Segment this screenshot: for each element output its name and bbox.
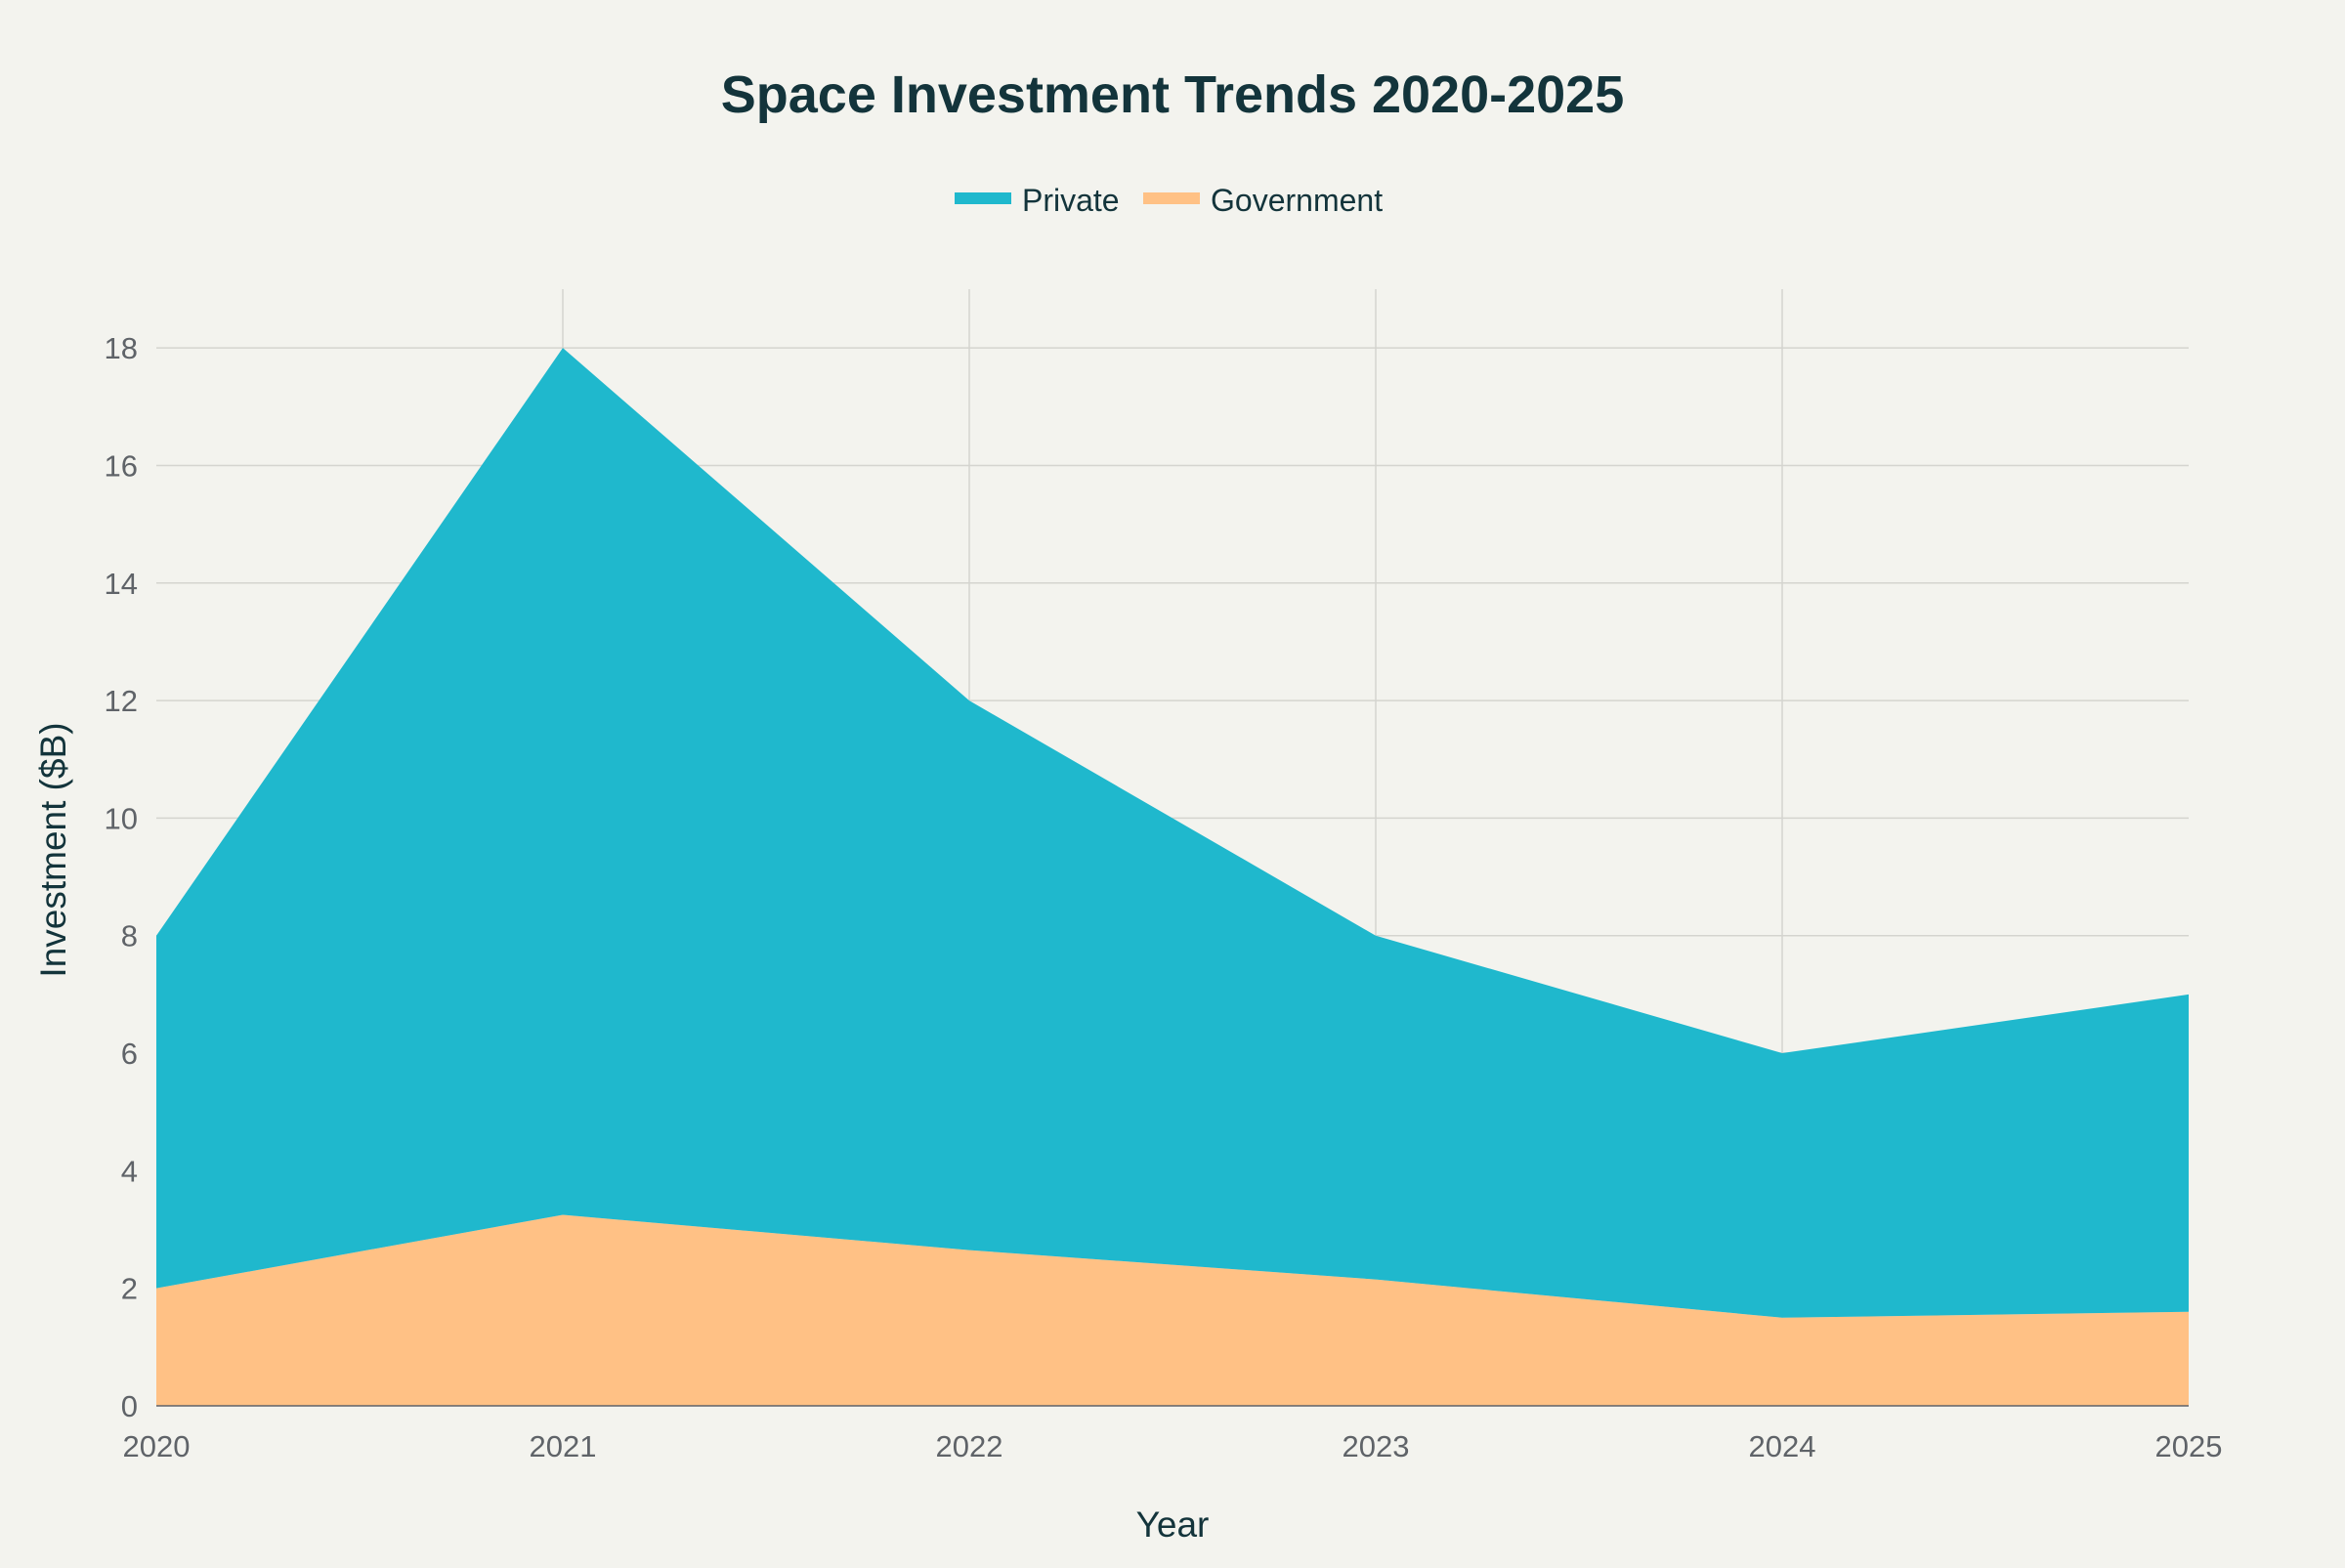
y-tick-label: 2 [121, 1272, 138, 1306]
y-tick-label: 18 [105, 331, 138, 365]
area-private[interactable] [156, 348, 2189, 1318]
axes: 0 2 4 6 8 10 12 14 16 18 2020 2021 2022 2023 2024 2025 [105, 331, 2223, 1463]
x-axis-title: Year [1136, 1504, 1210, 1545]
x-tick-label: 2024 [1749, 1429, 1816, 1463]
y-tick-label: 4 [121, 1154, 138, 1188]
x-tick-label: 2025 [2155, 1429, 2223, 1463]
legend[interactable]: Private Government [955, 183, 1383, 218]
legend-swatch-private [955, 192, 1011, 204]
area-government[interactable] [156, 1214, 2189, 1406]
chart-title: Space Investment Trends 2020-2025 [721, 65, 1625, 124]
y-tick-label: 16 [105, 448, 138, 483]
y-tick-label: 0 [121, 1389, 138, 1423]
legend-label-private: Private [1022, 183, 1120, 218]
x-tick-label: 2020 [123, 1429, 191, 1463]
legend-label-government: Government [1211, 183, 1383, 218]
plot-areas [156, 348, 2189, 1406]
y-axis-title: Investment ($B) [33, 722, 73, 977]
legend-swatch-government [1143, 192, 1200, 204]
x-tick-label: 2023 [1343, 1429, 1410, 1463]
y-tick-label: 8 [121, 919, 138, 954]
y-tick-label: 12 [105, 684, 138, 718]
x-tick-label: 2021 [530, 1429, 597, 1463]
y-tick-label: 10 [105, 801, 138, 835]
y-tick-label: 6 [121, 1037, 138, 1071]
x-tick-label: 2022 [936, 1429, 1003, 1463]
y-tick-label: 14 [105, 567, 138, 601]
